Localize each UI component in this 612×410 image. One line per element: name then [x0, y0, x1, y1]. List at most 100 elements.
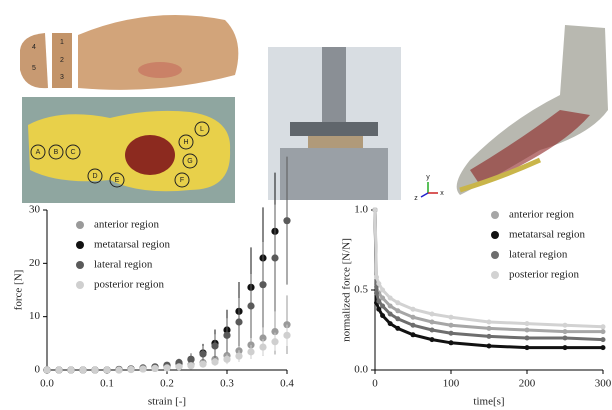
data-point [411, 315, 416, 320]
y-tick-label: 10 [29, 310, 41, 322]
data-point [395, 308, 400, 313]
data-point [223, 356, 230, 363]
x-tick-label: 0.3 [220, 378, 234, 390]
data-point [187, 356, 194, 363]
piece-label: 2 [60, 57, 64, 64]
data-point [115, 366, 122, 373]
data-point [67, 366, 74, 373]
y-tick-label: 1.0 [354, 204, 368, 216]
region-label: G [187, 158, 192, 165]
axis-label: z [414, 195, 418, 202]
data-point [487, 326, 492, 331]
y-axis-label: normalized force [N/N] [341, 238, 353, 342]
data-point [411, 332, 416, 337]
data-point [235, 318, 242, 325]
region-label: L [200, 126, 204, 133]
data-point [449, 323, 454, 328]
piece-label: 5 [32, 65, 36, 72]
data-point [373, 208, 378, 213]
x-axis-label: time[s] [473, 396, 504, 408]
legend-label: metatarsal region [94, 239, 171, 251]
data-point [563, 323, 568, 328]
legend-marker [76, 241, 84, 249]
region-label: H [183, 139, 188, 146]
data-point [235, 353, 242, 360]
data-point [563, 345, 568, 350]
data-point [374, 291, 379, 296]
x-tick-label: 0.1 [100, 378, 114, 390]
y-tick-label: 0.0 [354, 364, 368, 376]
legend-label: anterior region [509, 209, 575, 221]
data-point [374, 275, 379, 280]
piece-label: 1 [60, 39, 64, 46]
data-point [525, 328, 530, 333]
y-tick-label: 20 [29, 257, 41, 269]
x-tick-label: 0.0 [40, 378, 54, 390]
y-tick-label: 0.5 [354, 284, 368, 296]
data-point [601, 329, 606, 334]
data-point [211, 358, 218, 365]
data-point [79, 366, 86, 373]
piece-label: 3 [60, 74, 64, 81]
region-label: A [36, 149, 41, 156]
piece-label: 4 [32, 44, 36, 51]
data-point [563, 336, 568, 341]
legend-marker [491, 211, 499, 219]
data-point [563, 329, 568, 334]
data-point [380, 304, 385, 309]
axis-triad [421, 182, 438, 197]
legend-marker [76, 281, 84, 289]
x-tick-label: 0.4 [280, 378, 294, 390]
y-tick-label: 30 [29, 204, 41, 216]
data-point [163, 364, 170, 371]
legend-marker [76, 261, 84, 269]
data-point [449, 315, 454, 320]
figure: 45123ABCDEHLGFxyz01020300.00.10.20.30.4s… [0, 0, 612, 410]
x-tick-label: 200 [519, 378, 536, 390]
region-label: B [54, 149, 59, 156]
data-point [247, 302, 254, 309]
legend-marker [76, 221, 84, 229]
data-point [487, 334, 492, 339]
data-point [151, 365, 158, 372]
data-point [139, 365, 146, 372]
data-point [259, 281, 266, 288]
data-point [430, 312, 435, 317]
foot-mesh [457, 25, 608, 195]
data-point [388, 312, 393, 317]
data-point [411, 323, 416, 328]
data-point [601, 324, 606, 329]
legend-label: posterior region [94, 279, 164, 291]
data-point [259, 343, 266, 350]
data-point [247, 348, 254, 355]
data-point [525, 336, 530, 341]
data-point [376, 299, 381, 304]
x-axis-label: strain [-] [148, 396, 186, 408]
legend-label: lateral region [509, 249, 568, 261]
data-point [211, 342, 218, 349]
data-point [388, 296, 393, 301]
data-point [43, 366, 50, 373]
data-point [271, 254, 278, 261]
legend-label: lateral region [94, 259, 153, 271]
y-axis-label: force [N] [13, 270, 25, 311]
data-point [411, 307, 416, 312]
data-point [449, 331, 454, 336]
data-point [430, 337, 435, 342]
legend-label: metatarsal region [509, 229, 586, 241]
legend-marker [491, 271, 499, 279]
data-point [376, 307, 381, 312]
data-point [376, 281, 381, 286]
data-point [388, 321, 393, 326]
data-point [380, 288, 385, 293]
data-point [199, 361, 206, 368]
data-point [525, 345, 530, 350]
data-point [223, 332, 230, 339]
data-point [271, 338, 278, 345]
data-point [487, 344, 492, 349]
data-point [395, 326, 400, 331]
test-machine-photo [268, 47, 401, 200]
legend-marker [491, 231, 499, 239]
data-point [187, 362, 194, 369]
region-label: C [70, 149, 75, 156]
